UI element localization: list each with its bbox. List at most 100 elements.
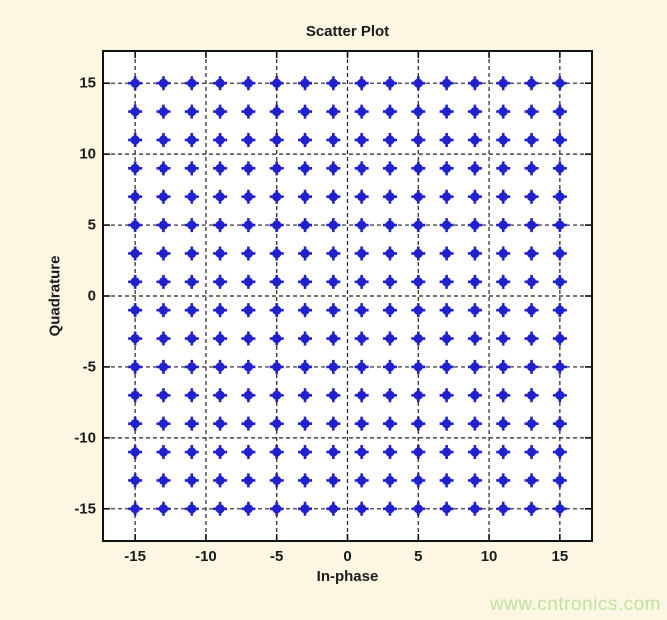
constellation-point bbox=[552, 189, 567, 204]
constellation-point bbox=[156, 218, 171, 233]
constellation-point bbox=[156, 104, 171, 119]
constellation-point bbox=[241, 161, 256, 176]
constellation-point bbox=[184, 104, 199, 119]
constellation-point bbox=[467, 473, 482, 488]
constellation-point bbox=[439, 303, 454, 318]
constellation-point bbox=[269, 104, 284, 119]
constellation-point bbox=[382, 473, 397, 488]
constellation-point bbox=[128, 218, 143, 233]
constellation-point bbox=[467, 161, 482, 176]
constellation-point bbox=[184, 189, 199, 204]
constellation-point bbox=[552, 274, 567, 289]
constellation-point bbox=[298, 331, 313, 346]
constellation-point bbox=[298, 445, 313, 460]
constellation-point bbox=[128, 359, 143, 374]
constellation-point bbox=[156, 189, 171, 204]
constellation-point bbox=[269, 218, 284, 233]
constellation-point bbox=[552, 445, 567, 460]
constellation-point bbox=[524, 104, 539, 119]
constellation-point bbox=[326, 76, 341, 91]
constellation-point bbox=[496, 161, 511, 176]
constellation-point bbox=[128, 161, 143, 176]
constellation-point bbox=[552, 359, 567, 374]
constellation-point bbox=[213, 416, 228, 431]
constellation-point bbox=[184, 388, 199, 403]
constellation-point bbox=[128, 246, 143, 261]
constellation-point bbox=[439, 473, 454, 488]
constellation-point bbox=[524, 445, 539, 460]
data-points bbox=[128, 76, 567, 516]
constellation-point bbox=[241, 501, 256, 516]
y-tick-label: 5 bbox=[87, 216, 96, 234]
constellation-point bbox=[156, 76, 171, 91]
constellation-point bbox=[496, 246, 511, 261]
constellation-point bbox=[439, 274, 454, 289]
constellation-point bbox=[184, 501, 199, 516]
constellation-point bbox=[128, 132, 143, 147]
constellation-point bbox=[269, 274, 284, 289]
constellation-point bbox=[354, 359, 369, 374]
constellation-point bbox=[354, 189, 369, 204]
constellation-point bbox=[467, 445, 482, 460]
constellation-point bbox=[128, 104, 143, 119]
constellation-point bbox=[156, 132, 171, 147]
constellation-point bbox=[496, 274, 511, 289]
plot-canvas bbox=[104, 52, 591, 540]
constellation-point bbox=[269, 246, 284, 261]
constellation-point bbox=[128, 303, 143, 318]
y-tick-label: -5 bbox=[82, 358, 96, 376]
constellation-point bbox=[467, 501, 482, 516]
y-tick-label: -15 bbox=[74, 500, 96, 518]
constellation-point bbox=[411, 132, 426, 147]
constellation-point bbox=[241, 303, 256, 318]
constellation-point bbox=[552, 132, 567, 147]
constellation-point bbox=[354, 218, 369, 233]
constellation-point bbox=[298, 416, 313, 431]
constellation-point bbox=[382, 246, 397, 261]
constellation-point bbox=[184, 416, 199, 431]
constellation-point bbox=[269, 501, 284, 516]
constellation-point bbox=[184, 331, 199, 346]
constellation-point bbox=[552, 388, 567, 403]
gridlines bbox=[104, 52, 591, 540]
constellation-point bbox=[156, 445, 171, 460]
constellation-point bbox=[298, 274, 313, 289]
constellation-point bbox=[269, 303, 284, 318]
constellation-point bbox=[524, 359, 539, 374]
constellation-point bbox=[382, 445, 397, 460]
constellation-point bbox=[411, 331, 426, 346]
constellation-point bbox=[326, 445, 341, 460]
constellation-point bbox=[552, 331, 567, 346]
constellation-point bbox=[326, 473, 341, 488]
x-tick-label: 0 bbox=[343, 548, 352, 565]
constellation-point bbox=[156, 161, 171, 176]
constellation-point bbox=[326, 104, 341, 119]
constellation-point bbox=[241, 416, 256, 431]
constellation-point bbox=[213, 388, 228, 403]
constellation-point bbox=[298, 189, 313, 204]
constellation-point bbox=[411, 303, 426, 318]
constellation-point bbox=[524, 189, 539, 204]
constellation-point bbox=[552, 161, 567, 176]
constellation-point bbox=[496, 132, 511, 147]
constellation-point bbox=[552, 246, 567, 261]
constellation-point bbox=[326, 274, 341, 289]
constellation-point bbox=[467, 331, 482, 346]
constellation-point bbox=[439, 331, 454, 346]
constellation-point bbox=[326, 189, 341, 204]
constellation-point bbox=[552, 416, 567, 431]
constellation-point bbox=[269, 189, 284, 204]
constellation-point bbox=[156, 246, 171, 261]
constellation-point bbox=[156, 416, 171, 431]
constellation-point bbox=[382, 359, 397, 374]
constellation-point bbox=[439, 416, 454, 431]
constellation-point bbox=[241, 189, 256, 204]
constellation-point bbox=[382, 76, 397, 91]
constellation-point bbox=[382, 161, 397, 176]
constellation-point bbox=[439, 76, 454, 91]
y-tick-label: -10 bbox=[74, 429, 96, 447]
constellation-point bbox=[524, 274, 539, 289]
plot-area: -15 -10 -5 0 5 10 15 -15 -10 -5 0 5 10 15 bbox=[74, 50, 593, 565]
constellation-point bbox=[496, 473, 511, 488]
